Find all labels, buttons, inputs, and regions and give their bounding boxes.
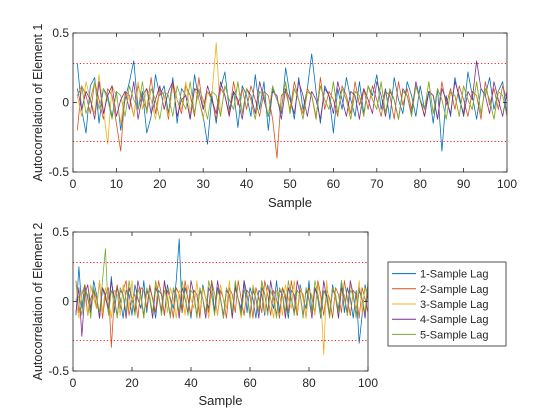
y-tick-label: 0 (62, 96, 69, 110)
x-tick-label: 20 (153, 177, 167, 191)
x-axis-label: Sample (198, 393, 242, 408)
x-tick-label: 40 (240, 177, 254, 191)
legend-entry-label: 3-Sample Lag (420, 299, 489, 311)
x-tick-label: 40 (184, 376, 198, 390)
x-tick-label: 80 (414, 177, 428, 191)
subplot-1: 0 10 20 30 40 50 60 70 80 90 100-0.500.5SampleAuto… (31, 24, 517, 210)
x-tick-label: 30 (197, 177, 211, 191)
series-line-5-sample-lag (76, 81, 507, 120)
legend-entry-label: 2-Sample Lag (420, 284, 489, 296)
x-tick-label: 0 (70, 177, 77, 191)
data-layer (73, 238, 368, 355)
y-axis-label: Autocorrelation of Element 1 (31, 24, 45, 182)
y-axis-label: Autocorrelation of Element 2 (31, 223, 45, 381)
y-tick-label: 0.5 (52, 225, 69, 239)
legend-entry-label: 4-Sample Lag (420, 314, 489, 326)
x-tick-label: 60 (327, 177, 341, 191)
series-line-5-sample-lag (75, 248, 368, 319)
x-tick-label: 60 (243, 376, 257, 390)
subplot-2: 0 20 40 60 80 100-0.500.5SampleAutocorrelatio… (31, 223, 507, 408)
x-tick-label: 20 (125, 376, 139, 390)
legend: 1-Sample Lag 2-Sample Lag 3-Sample Lag 4-Sa… (387, 261, 507, 347)
data-layer (73, 42, 507, 159)
x-tick-label: 10 (110, 177, 124, 191)
legend-entry-label: 5-Sample Lag (420, 329, 489, 341)
x-tick-label: 100 (497, 177, 517, 191)
x-tick-label: 50 (283, 177, 297, 191)
y-tick-label: 0 (62, 295, 69, 309)
legend-entry-label: 1-Sample Lag (420, 269, 489, 281)
y-tick-label: -0.5 (48, 165, 69, 179)
x-tick-label: 80 (302, 376, 316, 390)
series-line-2-sample-lag (75, 280, 368, 348)
x-tick-label: 0 (70, 376, 77, 390)
x-tick-label: 100 (358, 376, 378, 390)
y-tick-label: 0.5 (52, 26, 69, 40)
x-axis-label: Sample (268, 195, 312, 210)
x-tick-label: 70 (370, 177, 384, 191)
y-tick-label: -0.5 (48, 364, 69, 378)
x-tick-label: 90 (457, 177, 471, 191)
series-line-3-sample-lag (75, 280, 368, 355)
